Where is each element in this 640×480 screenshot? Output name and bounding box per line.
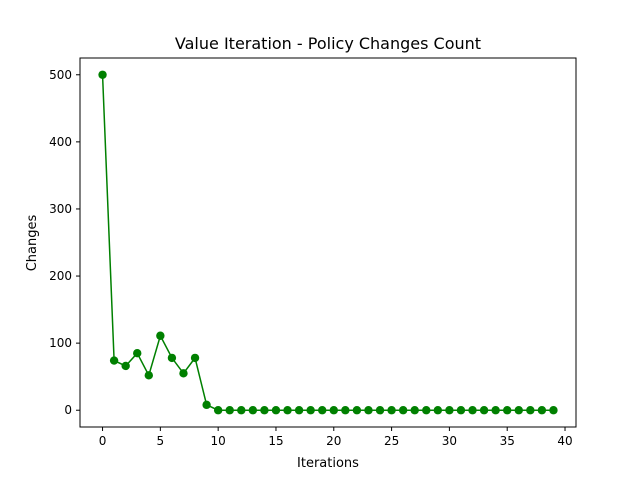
x-tick-label: 20 bbox=[326, 434, 341, 448]
data-point bbox=[306, 406, 315, 415]
data-point bbox=[213, 406, 223, 415]
data-point bbox=[109, 356, 119, 365]
x-tick-label: 30 bbox=[442, 434, 457, 448]
data-point bbox=[341, 406, 350, 415]
data-point bbox=[422, 406, 431, 415]
x-tick-label: 25 bbox=[384, 434, 399, 448]
data-point bbox=[479, 406, 489, 415]
y-tick-label: 500 bbox=[49, 68, 72, 82]
data-point bbox=[202, 400, 211, 410]
data-point bbox=[260, 406, 269, 415]
data-point bbox=[156, 331, 165, 340]
data-point bbox=[329, 406, 338, 415]
data-point bbox=[294, 406, 304, 415]
chart-title: Value Iteration - Policy Changes Count bbox=[175, 34, 481, 53]
data-point bbox=[468, 406, 477, 415]
axes-frame bbox=[79, 57, 577, 428]
x-tick-label: 40 bbox=[557, 434, 572, 448]
y-tick-label: 0 bbox=[64, 403, 72, 417]
data-point bbox=[491, 406, 500, 415]
data-point bbox=[237, 406, 246, 415]
data-point bbox=[133, 349, 142, 358]
x-tick-label: 15 bbox=[268, 434, 283, 448]
data-point bbox=[364, 406, 373, 415]
data-point bbox=[445, 406, 454, 415]
data-point bbox=[318, 406, 327, 415]
x-tick-label: 0 bbox=[99, 434, 107, 448]
series-line bbox=[101, 74, 554, 411]
y-tick-label: 200 bbox=[49, 269, 72, 283]
data-point bbox=[387, 406, 396, 415]
data-point bbox=[179, 369, 188, 378]
x-tick-label: 35 bbox=[500, 434, 515, 448]
data-point bbox=[410, 406, 419, 415]
data-point bbox=[167, 353, 177, 363]
data-point bbox=[121, 361, 130, 371]
data-point bbox=[190, 353, 200, 363]
data-point bbox=[225, 406, 234, 415]
x-tick-label: 10 bbox=[211, 434, 226, 448]
x-axis-label: Iterations bbox=[297, 456, 359, 471]
data-point bbox=[375, 406, 385, 415]
data-point bbox=[271, 406, 281, 415]
data-point bbox=[352, 406, 362, 415]
y-tick-label: 300 bbox=[49, 202, 72, 216]
x-tick-label: 5 bbox=[157, 434, 165, 448]
data-point bbox=[514, 406, 523, 415]
data-point bbox=[248, 406, 258, 415]
data-point bbox=[98, 70, 107, 79]
data-point bbox=[144, 371, 153, 380]
data-point bbox=[283, 406, 292, 415]
y-tick-label: 100 bbox=[49, 336, 72, 350]
data-point bbox=[549, 406, 558, 415]
plot-area bbox=[98, 70, 558, 415]
data-point bbox=[433, 406, 443, 415]
data-point bbox=[537, 406, 547, 415]
data-point bbox=[456, 406, 466, 415]
data-point bbox=[503, 406, 512, 415]
y-axis-label: Changes bbox=[25, 215, 40, 272]
data-point bbox=[526, 406, 535, 415]
data-point bbox=[398, 406, 408, 415]
y-tick-label: 400 bbox=[49, 135, 72, 149]
